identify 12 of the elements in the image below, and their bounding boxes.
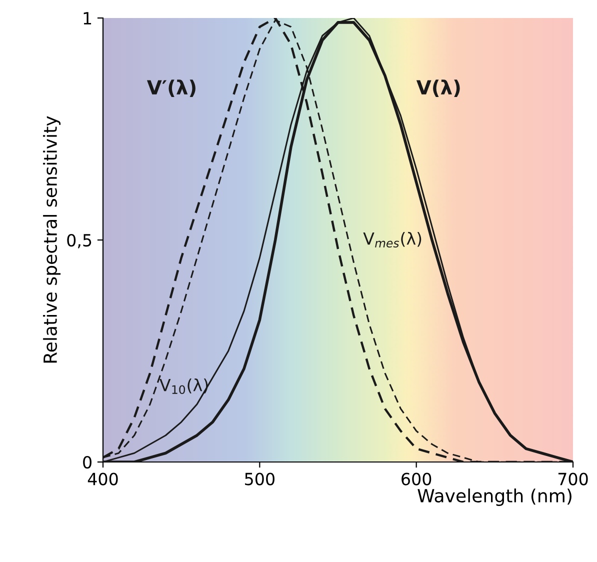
x-tick-label: 600 [402,472,432,486]
x-tick-label: 400 [88,472,118,486]
y-tick-label: 1 [84,12,92,24]
y-axis-title: Relative spectral sensitivity [43,116,61,363]
x-tick-label: 700 [558,472,588,486]
series-label: V(λ) [416,80,460,97]
x-axis-title: Wavelength (nm) [418,488,572,506]
series-label: V$_{mes}$(λ) [363,232,422,248]
series-label: V′(λ) [146,80,196,97]
y-tick-label: 0 [83,456,92,469]
x-tick-label: 500 [245,472,274,486]
y-tick-label: 0,5 [67,234,92,248]
